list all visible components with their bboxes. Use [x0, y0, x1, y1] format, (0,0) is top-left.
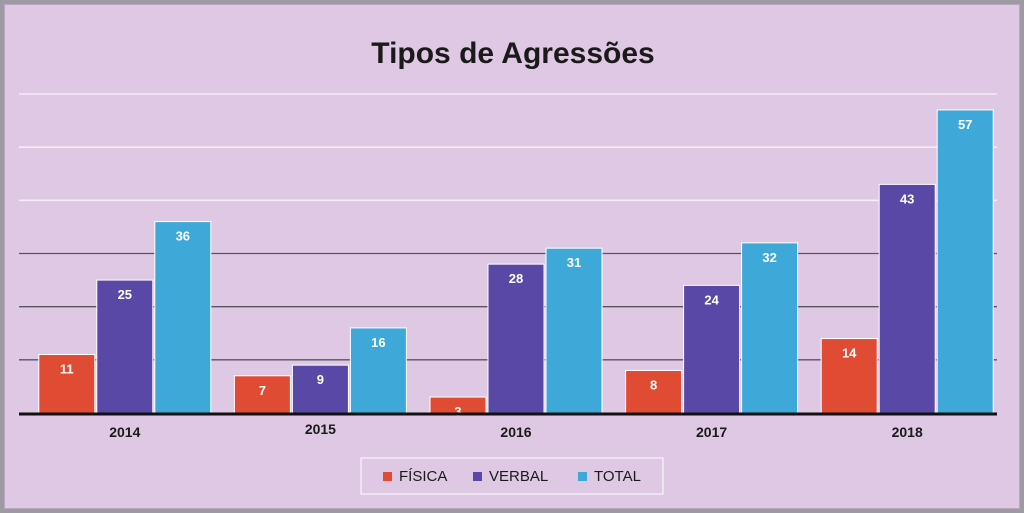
bar-2018-verbal: [878, 183, 936, 414]
data-label-2014-verbal: 25: [118, 287, 132, 302]
data-label-2017-física: 8: [650, 377, 657, 392]
bar-2015-total: [349, 327, 407, 414]
bar-2014-total: [154, 221, 212, 414]
data-label-2015-física: 7: [259, 383, 266, 398]
bar-2018-total: [936, 109, 994, 414]
data-labels: 11 25 36 7 9 16 3 28 31 8 24 32 14 43 57: [60, 117, 973, 419]
data-label-2017-total: 32: [762, 250, 776, 265]
data-label-2018-total: 57: [958, 117, 972, 132]
bar-chart: Tipos de Agressões 112536791632831824321…: [19, 37, 997, 495]
bar-2017-total: [741, 242, 799, 414]
legend-label-verbal: VERBAL: [489, 468, 548, 485]
x-tick-label-2015: 2015: [305, 421, 336, 437]
data-label-2016-verbal: 28: [509, 271, 523, 286]
bar-2014-verbal: [96, 279, 154, 414]
data-label-2018-verbal: 43: [900, 191, 914, 206]
data-label-2015-verbal: 9: [317, 372, 324, 387]
x-tick-label-2016: 2016: [500, 424, 531, 440]
bar-2018-física: [820, 338, 878, 414]
bar-2016-total: [545, 247, 603, 414]
x-tick-label-2017: 2017: [696, 424, 727, 440]
x-axis-tick-labels: 2014 2015 2016 2017 2018: [109, 421, 923, 440]
bar-2017-física: [625, 369, 683, 414]
data-label-2014-física: 11: [60, 362, 74, 377]
legend-swatch-verbal: [473, 472, 482, 481]
legend-swatch-total: [578, 472, 587, 481]
data-label-2016-física: 3: [454, 404, 461, 419]
legend-label-total: TOTAL: [594, 468, 641, 485]
x-tick-label-2018: 2018: [892, 424, 923, 440]
bar-2015-verbal: [291, 364, 349, 414]
bar-2017-verbal: [683, 284, 741, 414]
bars: [38, 109, 994, 414]
legend: FÍSICA VERBAL TOTAL: [360, 457, 664, 495]
bar-2016-verbal: [487, 263, 545, 414]
legend-label-física: FÍSICA: [399, 468, 447, 485]
chart-title: Tipos de Agressões: [371, 37, 654, 70]
data-label-2016-total: 31: [567, 255, 581, 270]
bar-2015-física: [233, 375, 291, 414]
legend-swatch-física: [383, 472, 392, 481]
data-label-2017-verbal: 24: [704, 292, 719, 307]
data-label-2018-física: 14: [842, 346, 857, 361]
chart-frame: Tipos de Agressões 11 25 36 7 9 16 3 28 31 8 24 32 1…: [4, 4, 1020, 509]
legend-box: [360, 457, 664, 495]
data-label-2015-total: 16: [371, 335, 385, 350]
data-label-2014-total: 36: [176, 229, 190, 244]
x-tick-label-2014: 2014: [109, 424, 140, 440]
